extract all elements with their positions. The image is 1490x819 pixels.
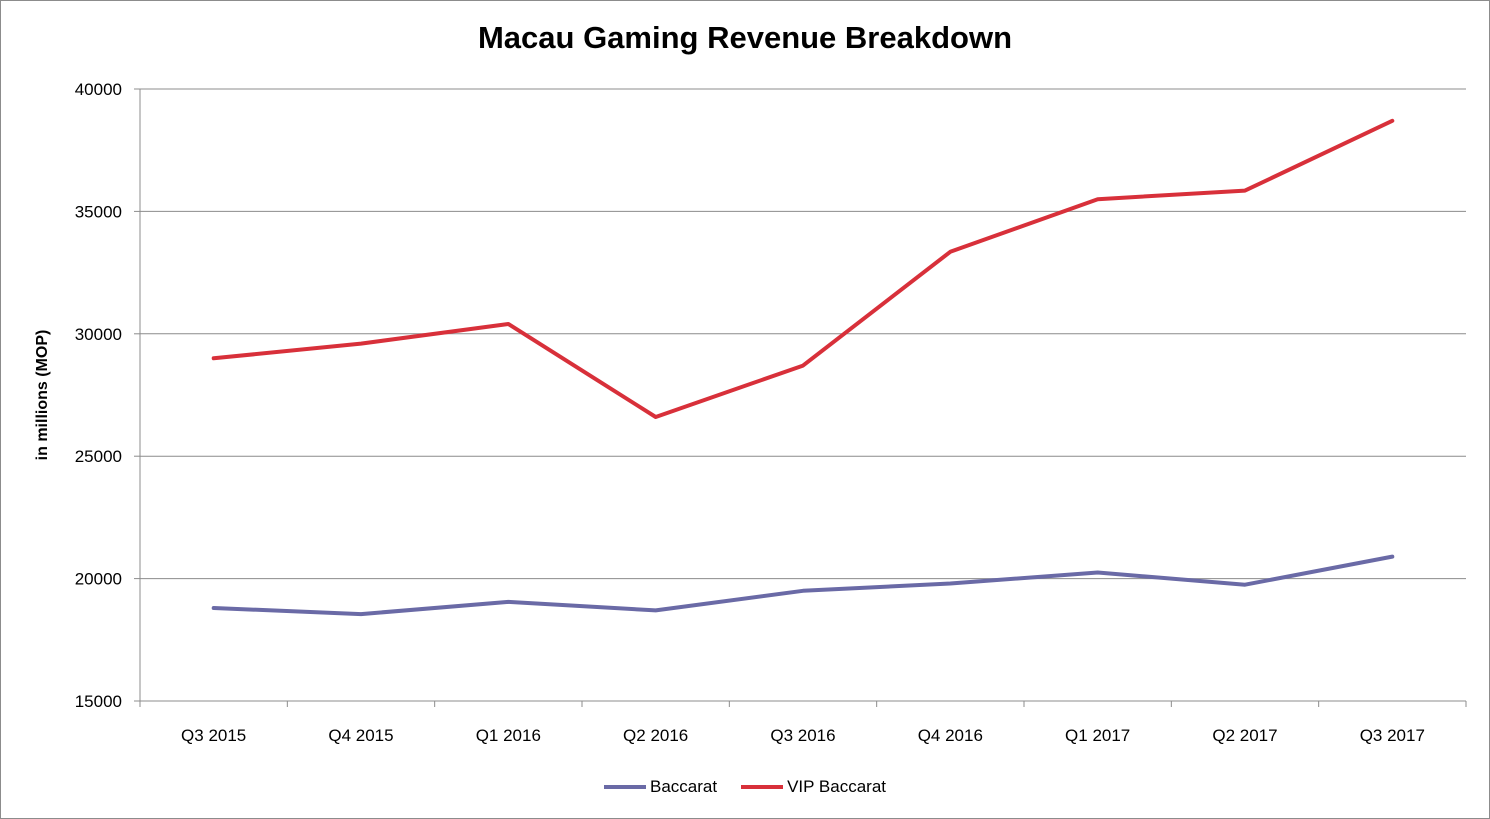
x-tick-label: Q4 2016: [918, 726, 983, 745]
x-tick-label: Q3 2017: [1360, 726, 1425, 745]
x-tick-label: Q2 2017: [1212, 726, 1277, 745]
series-line-baccarat: [211, 554, 1395, 617]
series-line-vip-baccarat: [211, 118, 1395, 419]
x-tick-label: Q4 2015: [328, 726, 393, 745]
legend-swatch-baccarat: [604, 785, 646, 789]
x-tick-label: Q2 2016: [623, 726, 688, 745]
y-tick-label: 20000: [75, 570, 122, 589]
legend-swatch-vip-baccarat: [741, 785, 784, 789]
legend-item-vip-baccarat: VIP Baccarat: [741, 777, 886, 797]
x-tick-label: Q3 2015: [181, 726, 246, 745]
legend-item-baccarat: Baccarat: [604, 777, 717, 797]
legend-label-baccarat: Baccarat: [650, 777, 718, 796]
y-tick-label: 30000: [75, 325, 122, 344]
legend-label-vip-baccarat: VIP Baccarat: [787, 777, 886, 796]
legend: Baccarat VIP Baccarat: [0, 777, 1490, 797]
x-tick-label: Q1 2016: [476, 726, 541, 745]
y-tick-label: 40000: [75, 80, 122, 99]
y-tick-label: 35000: [75, 202, 122, 221]
x-tick-label: Q1 2017: [1065, 726, 1130, 745]
chart-title: Macau Gaming Revenue Breakdown: [477, 20, 1013, 55]
y-tick-label: 15000: [75, 692, 122, 711]
y-tick-label: 25000: [75, 447, 122, 466]
x-tick-label: Q3 2016: [770, 726, 835, 745]
